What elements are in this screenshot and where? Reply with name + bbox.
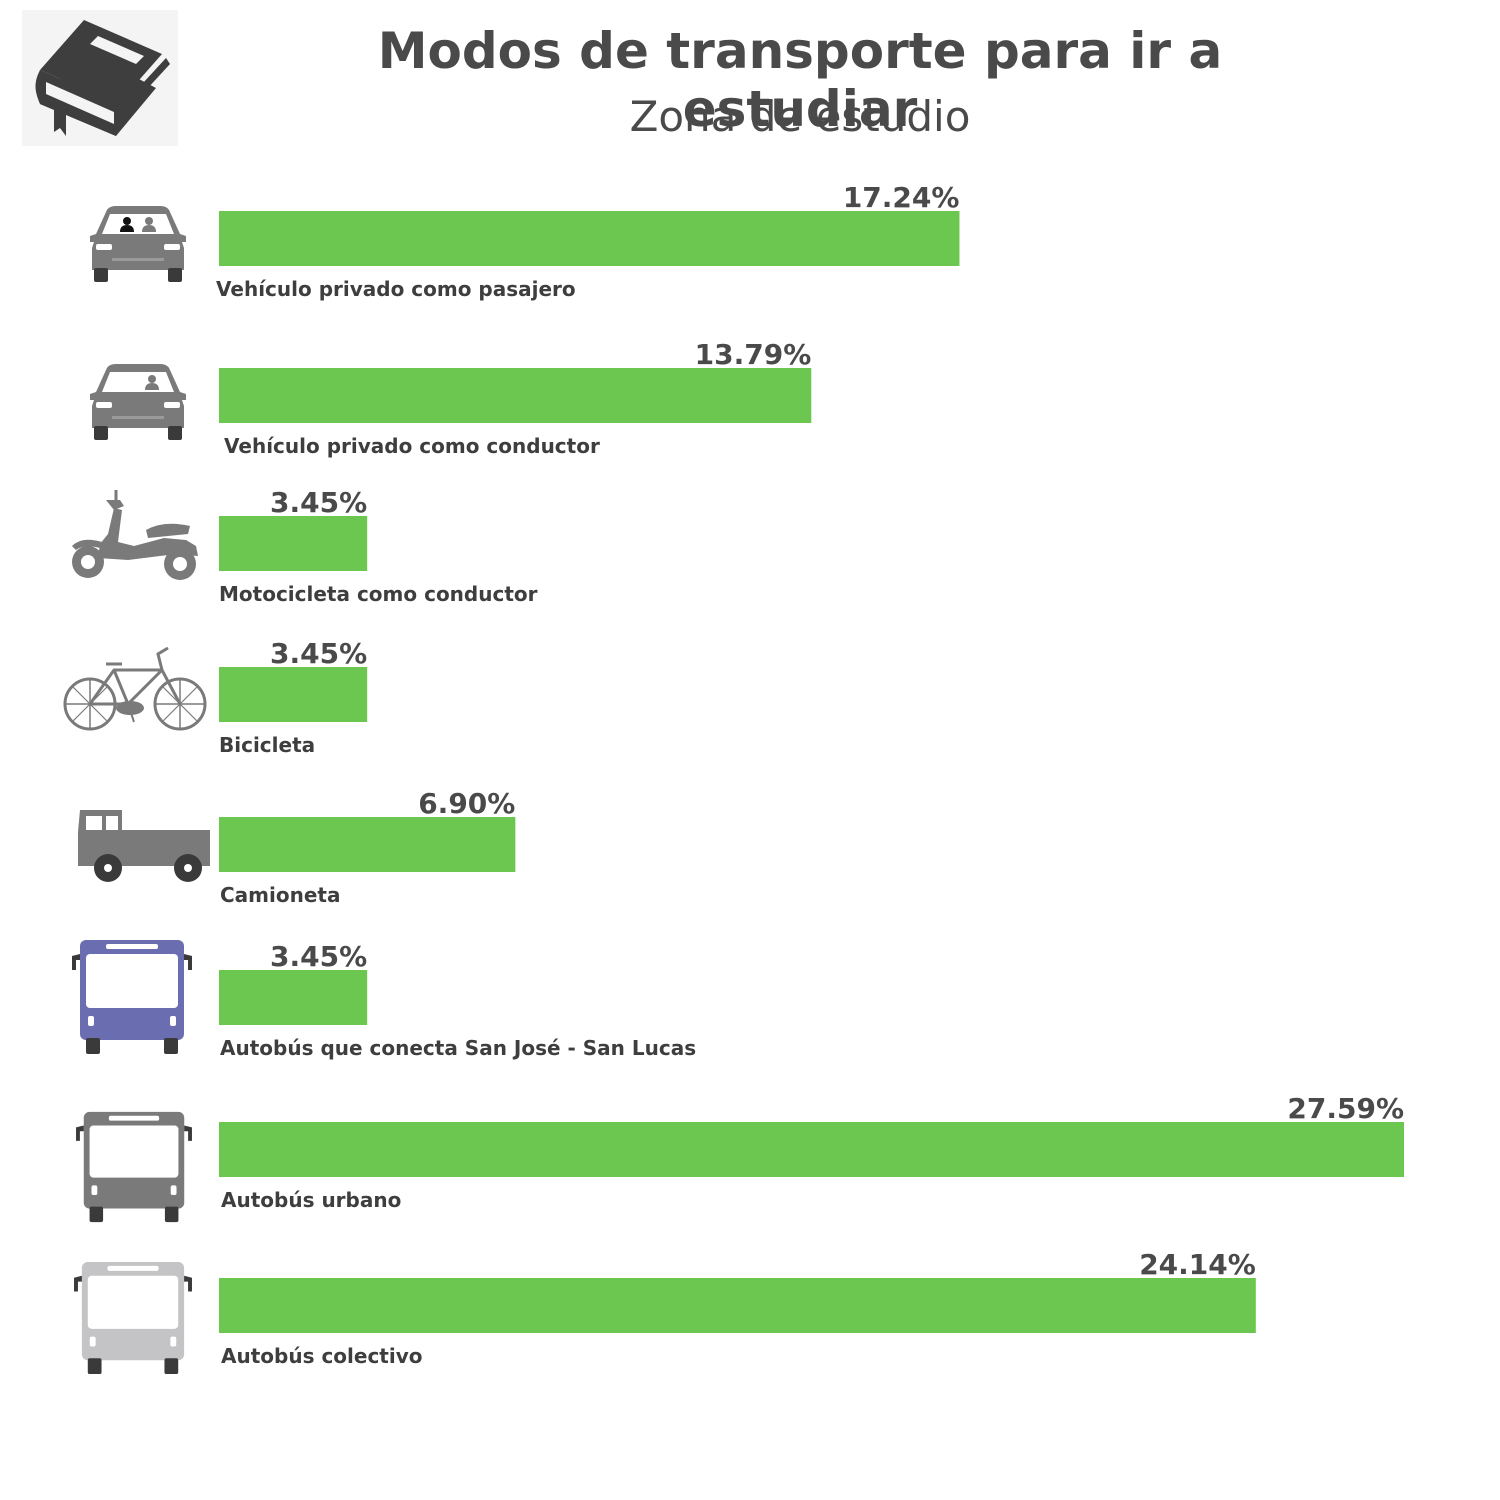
value-label: 27.59% xyxy=(1287,1092,1404,1125)
car-driver-icon xyxy=(90,364,186,440)
category-label: Camioneta xyxy=(220,883,340,907)
category-label: Autobús que conecta San José - San Lucas xyxy=(220,1036,696,1060)
category-label: Vehículo privado como conductor xyxy=(224,434,600,458)
bus-urban-icon xyxy=(76,1111,192,1223)
bar xyxy=(219,1278,1256,1333)
bar xyxy=(219,667,368,722)
category-label: Vehículo privado como pasajero xyxy=(216,277,576,301)
bar xyxy=(219,211,960,266)
book-icon xyxy=(35,20,170,136)
bicycle-icon xyxy=(63,646,207,731)
value-label: 3.45% xyxy=(270,637,367,670)
chart-subtitle: Zona de estudio xyxy=(629,92,971,141)
value-label: 24.14% xyxy=(1139,1248,1256,1281)
category-label: Bicicleta xyxy=(219,733,315,757)
value-label: 17.24% xyxy=(843,181,960,214)
bus-intercity-icon xyxy=(72,940,192,1054)
book-logo xyxy=(22,10,178,146)
bar xyxy=(219,1122,1404,1177)
value-label: 3.45% xyxy=(270,486,367,519)
bar xyxy=(219,516,368,571)
chart-title: Modos de transporte para ir a estudiar xyxy=(377,22,1223,138)
bar xyxy=(219,368,812,423)
category-label: Motocicleta como conductor xyxy=(219,582,538,606)
bus-collective-icon xyxy=(74,1261,192,1375)
pickup-truck-icon xyxy=(78,810,210,882)
car-passenger-icon xyxy=(90,206,186,282)
category-label: Autobús colectivo xyxy=(221,1344,423,1368)
bar xyxy=(219,970,368,1025)
motorcycle-icon xyxy=(72,490,198,580)
bar xyxy=(219,817,516,872)
value-label: 3.45% xyxy=(270,940,367,973)
category-label: Autobús urbano xyxy=(221,1188,401,1212)
value-label: 13.79% xyxy=(695,338,812,371)
value-label: 6.90% xyxy=(418,787,515,820)
